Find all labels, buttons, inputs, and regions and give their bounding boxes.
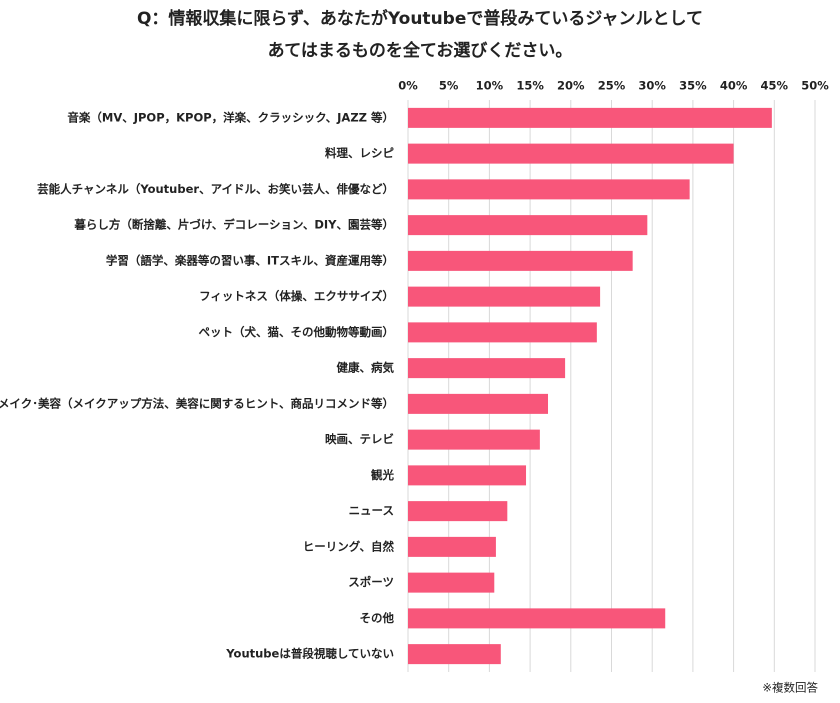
chart-title: Q：情報収集に限らず、あなたがYoutubeで普段みているジャンルとして [137, 8, 703, 29]
category-label: 学習（語学、楽器等の習い事、ITスキル、資産運用等） [106, 253, 394, 267]
x-tick-label: 25% [598, 79, 626, 93]
x-tick-label: 15% [516, 79, 544, 93]
x-tick-label: 10% [476, 79, 504, 93]
bar [408, 501, 508, 522]
bar [408, 572, 495, 593]
bar [408, 465, 527, 486]
x-tick-label: 30% [638, 79, 666, 93]
x-tick-label: 0% [398, 79, 418, 93]
category-label: 音楽（MV、JPOP，KPOP，洋楽、クラッシック、JAZZ 等） [67, 110, 394, 124]
bar [408, 286, 601, 307]
bar [408, 358, 566, 379]
bar [408, 250, 633, 271]
category-label: 映画、テレビ [325, 432, 394, 446]
note: ※複数回答 [762, 681, 818, 695]
category-label: その他 [360, 611, 395, 625]
x-tick-label: 5% [439, 79, 459, 93]
category-label: ヒーリング、自然 [303, 539, 395, 553]
bar [408, 215, 648, 236]
category-label: ペット（犬、猫、その他動物等動画） [199, 325, 395, 339]
category-label: 暮らし方（断捨離、片づけ、デコレーション、DIY、園芸等） [73, 218, 394, 232]
bar [408, 179, 690, 200]
x-tick-label: 50% [801, 79, 829, 93]
category-label: 健康、病気 [337, 361, 395, 375]
category-label: スポーツ [348, 575, 394, 589]
category-label: 料理、レシピ [325, 146, 394, 160]
bar [408, 608, 666, 629]
category-label: 観光 [371, 468, 394, 482]
bar [408, 143, 734, 164]
bar [408, 536, 496, 557]
category-label: 芸能人チャンネル（Youtuber、アイドル、お笑い芸人、俳優など） [37, 182, 394, 196]
category-label: フィットネス（体操、エクササイズ） [199, 289, 394, 303]
chart-title: あてはまるものを全てお選びください。 [268, 40, 573, 61]
x-tick-label: 20% [557, 79, 585, 93]
bar [408, 107, 772, 128]
category-label: Youtubeは普段視聴していない [225, 647, 394, 661]
category-label: ニュース [349, 504, 394, 518]
category-label: メイク･美容（メイクアップ方法、美容に関するヒント、商品リコメンド等） [0, 396, 394, 410]
x-tick-label: 35% [679, 79, 707, 93]
x-tick-label: 45% [761, 79, 789, 93]
bar [408, 644, 501, 665]
bar [408, 393, 549, 414]
x-tick-label: 40% [720, 79, 748, 93]
bar [408, 429, 540, 450]
bar [408, 322, 597, 343]
